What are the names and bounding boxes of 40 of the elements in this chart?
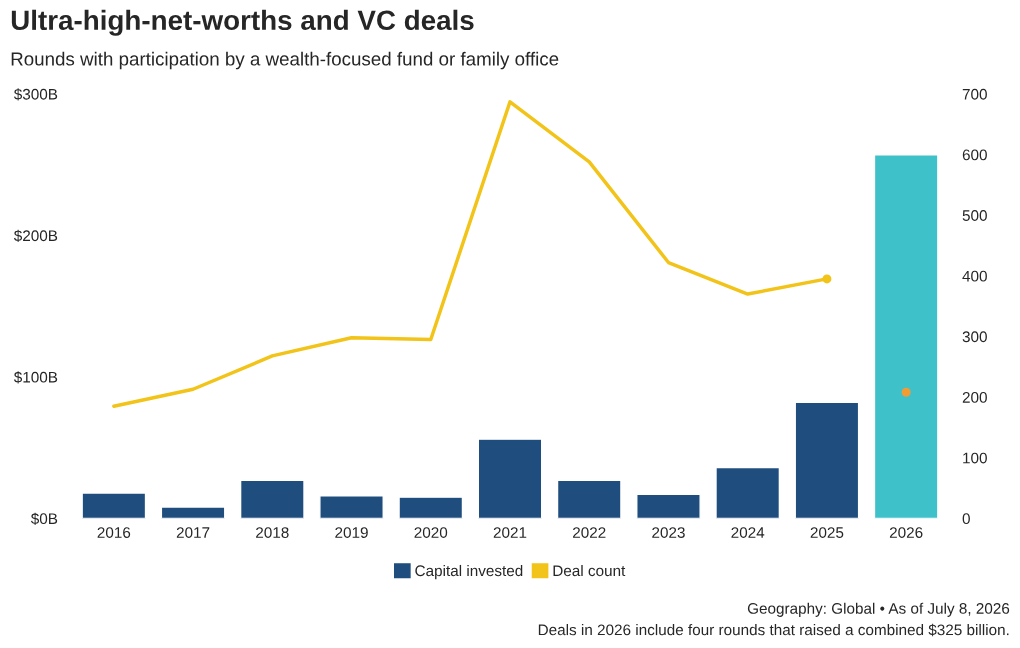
bar	[81, 492, 147, 519]
x-tick-label: 2022	[573, 527, 606, 538]
bar	[398, 496, 464, 519]
y2-tick-label: 200	[962, 392, 987, 403]
x-tick-label: 2023	[652, 527, 685, 538]
x-tick-label: 2018	[256, 527, 289, 538]
bar	[794, 401, 860, 519]
y-tick-label: $0B	[30, 512, 58, 525]
legend-label: Capital invested	[415, 564, 523, 580]
bar	[319, 495, 384, 519]
x-tick-label: 2019	[335, 527, 368, 538]
x-tick-label: 2026	[889, 527, 923, 538]
y2-tick-label: 600	[962, 149, 987, 161]
bar	[239, 479, 305, 519]
y2-tick-label: 300	[962, 331, 987, 343]
y-tick-label: $100B	[13, 371, 58, 384]
legend-label: Deal count	[553, 564, 626, 577]
x-tick-label: 2025	[810, 527, 844, 538]
y2-tick-label: 700	[962, 88, 987, 100]
x-tick-label: 2024	[731, 527, 765, 538]
x-tick-label: 2020	[414, 527, 448, 538]
text: Geography: Global • As of July 8, 2026	[747, 602, 1010, 617]
y-tick-label: $300B	[13, 88, 58, 101]
x-tick-label: 2021	[493, 527, 527, 538]
bar	[477, 438, 543, 519]
bar	[636, 493, 701, 519]
y2-tick-label: 500	[962, 210, 987, 221]
bar	[715, 466, 781, 519]
x-tick-label: 2017	[176, 527, 210, 538]
chart-subtitle: Rounds with participation by a wealth-focused fund or family office	[11, 51, 559, 70]
bar	[556, 479, 622, 519]
y2-tick-label: 0	[962, 513, 970, 525]
x-tick-label: 2016	[97, 527, 131, 538]
y2-tick-label: 400	[962, 270, 987, 282]
text: Deals in 2026 include four rounds that raised a combined $325 billion.	[538, 623, 1009, 637]
y2-tick-label: 100	[963, 452, 987, 464]
chart-title: Ultra-high-net-worths and VC deals	[11, 9, 474, 36]
bar	[160, 506, 226, 519]
y-tick-label: $200B	[13, 229, 58, 243]
bar	[873, 154, 939, 519]
